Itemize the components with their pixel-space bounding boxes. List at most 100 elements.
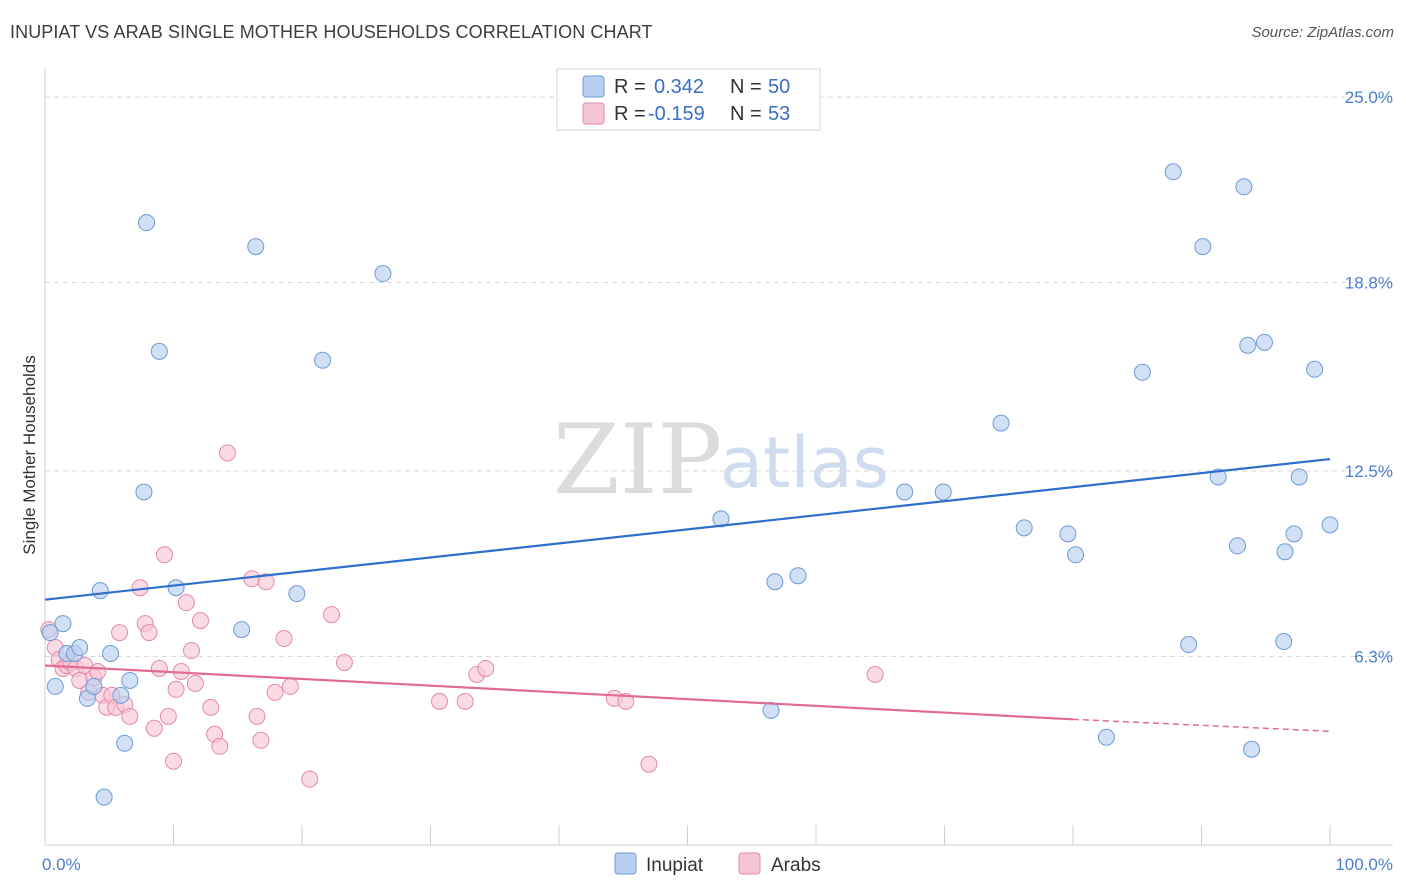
inupiat-point bbox=[116, 734, 134, 752]
arabs-point bbox=[335, 653, 353, 671]
inupiat-point bbox=[1321, 516, 1339, 534]
inupiat-point bbox=[1059, 525, 1077, 543]
arabs-point bbox=[617, 692, 635, 710]
y-tick-label: 18.8% bbox=[1345, 274, 1393, 293]
inupiat-point bbox=[95, 788, 113, 806]
inupiat-point bbox=[135, 483, 153, 501]
source-note: Source: ZipAtlas.com bbox=[1251, 24, 1394, 41]
legend-r-label: R = bbox=[614, 76, 646, 98]
arabs-point bbox=[159, 707, 177, 725]
series-legend: Inupiat Arabs bbox=[614, 852, 821, 876]
arabs-point bbox=[150, 659, 168, 677]
inupiat-point bbox=[1239, 336, 1257, 354]
bottom-legend-arabs: Arabs bbox=[771, 855, 821, 876]
arabs-point bbox=[211, 737, 229, 755]
inupiat-swatch bbox=[582, 75, 605, 98]
inupiat-point bbox=[121, 671, 139, 689]
inupiat-point bbox=[1228, 537, 1246, 555]
bottom-legend-inupiat: Inupiat bbox=[646, 855, 704, 876]
y-tick-label: 12.5% bbox=[1345, 462, 1393, 481]
arabs-point bbox=[177, 594, 195, 612]
arabs-trend-extension bbox=[1072, 718, 1331, 733]
inupiat-point bbox=[102, 645, 120, 663]
arabs-point bbox=[640, 755, 658, 773]
inupiat-point bbox=[233, 621, 251, 639]
arabs-point bbox=[430, 692, 448, 710]
y-axis-label: Single Mother Households bbox=[20, 355, 39, 554]
arabs-point bbox=[275, 630, 293, 648]
inupiat-points bbox=[41, 163, 1339, 806]
inupiat-point bbox=[1067, 546, 1085, 564]
arabs-point bbox=[140, 624, 158, 642]
arabs-point bbox=[477, 659, 495, 677]
y-tick-label: 25.0% bbox=[1345, 88, 1393, 107]
inupiat-point bbox=[1285, 525, 1303, 543]
inupiat-point bbox=[167, 579, 185, 597]
legend-inupiat-n: 50 bbox=[768, 76, 790, 98]
bottom-legend-inupiat-swatch bbox=[614, 852, 637, 875]
inupiat-point bbox=[112, 686, 130, 704]
watermark: ZIP atlas bbox=[553, 404, 889, 516]
arabs-point bbox=[89, 662, 107, 680]
inupiat-point bbox=[992, 414, 1010, 432]
arabs-point bbox=[156, 546, 174, 564]
inupiat-point bbox=[1235, 178, 1253, 196]
arabs-point bbox=[323, 606, 341, 624]
legend-arabs-r: -0.159 bbox=[648, 103, 705, 125]
arabs-point bbox=[182, 642, 200, 660]
inupiat-point bbox=[1243, 740, 1261, 758]
inupiat-point bbox=[1194, 238, 1212, 256]
inupiat-point bbox=[1209, 468, 1227, 486]
inupiat-point bbox=[71, 639, 89, 657]
stats-legend: R = 0.342 N = 50 R = -0.159 N = 53 bbox=[556, 68, 821, 131]
inupiat-point bbox=[934, 483, 952, 501]
inupiat-point bbox=[1097, 728, 1115, 746]
arabs-trend-line bbox=[44, 664, 1074, 721]
axes bbox=[44, 68, 1393, 846]
legend-inupiat-r: 0.342 bbox=[654, 76, 704, 98]
inupiat-point bbox=[138, 214, 156, 232]
watermark-zip: ZIP bbox=[553, 404, 722, 516]
arabs-point bbox=[121, 707, 139, 725]
arabs-point bbox=[167, 680, 185, 698]
inupiat-point bbox=[896, 483, 914, 501]
inupiat-point bbox=[85, 677, 103, 695]
inupiat-point bbox=[762, 701, 780, 719]
arabs-point bbox=[202, 698, 220, 716]
arabs-point bbox=[252, 731, 270, 749]
y-tick-labels: 6.3% 12.5% 18.8% 25.0% bbox=[1345, 88, 1393, 667]
arabs-point bbox=[866, 665, 884, 683]
inupiat-point bbox=[789, 567, 807, 585]
arabs-point bbox=[456, 692, 474, 710]
arabs-point bbox=[186, 674, 204, 692]
inupiat-point bbox=[1180, 636, 1198, 654]
inupiat-point bbox=[1164, 163, 1182, 181]
inupiat-trend-line bbox=[44, 457, 1331, 601]
arabs-point bbox=[257, 573, 275, 591]
arabs-swatch bbox=[582, 102, 605, 125]
arabs-point bbox=[248, 707, 266, 725]
inupiat-point bbox=[1275, 633, 1293, 651]
inupiat-point bbox=[247, 238, 265, 256]
arabs-points bbox=[40, 444, 884, 788]
inupiat-point bbox=[46, 677, 64, 695]
inupiat-point bbox=[54, 615, 72, 633]
trend-lines bbox=[44, 457, 1331, 733]
arabs-point bbox=[301, 770, 319, 788]
legend-n-label: N = bbox=[730, 76, 762, 98]
arabs-point bbox=[165, 752, 182, 770]
arabs-point bbox=[191, 612, 209, 630]
y-tick-label: 6.3% bbox=[1354, 648, 1393, 667]
inupiat-point bbox=[314, 351, 332, 369]
watermark-atlas: atlas bbox=[720, 422, 889, 504]
inupiat-point bbox=[150, 342, 168, 360]
x-tick-label: 0.0% bbox=[42, 855, 81, 874]
x-tick-labels: 0.0% 100.0% bbox=[42, 855, 1393, 874]
inupiat-point bbox=[41, 624, 59, 642]
inupiat-point bbox=[1276, 543, 1294, 561]
arabs-point bbox=[145, 719, 163, 737]
inupiat-point bbox=[712, 510, 730, 528]
inupiat-point bbox=[374, 265, 392, 283]
legend-n-label-2: N = bbox=[730, 103, 762, 125]
